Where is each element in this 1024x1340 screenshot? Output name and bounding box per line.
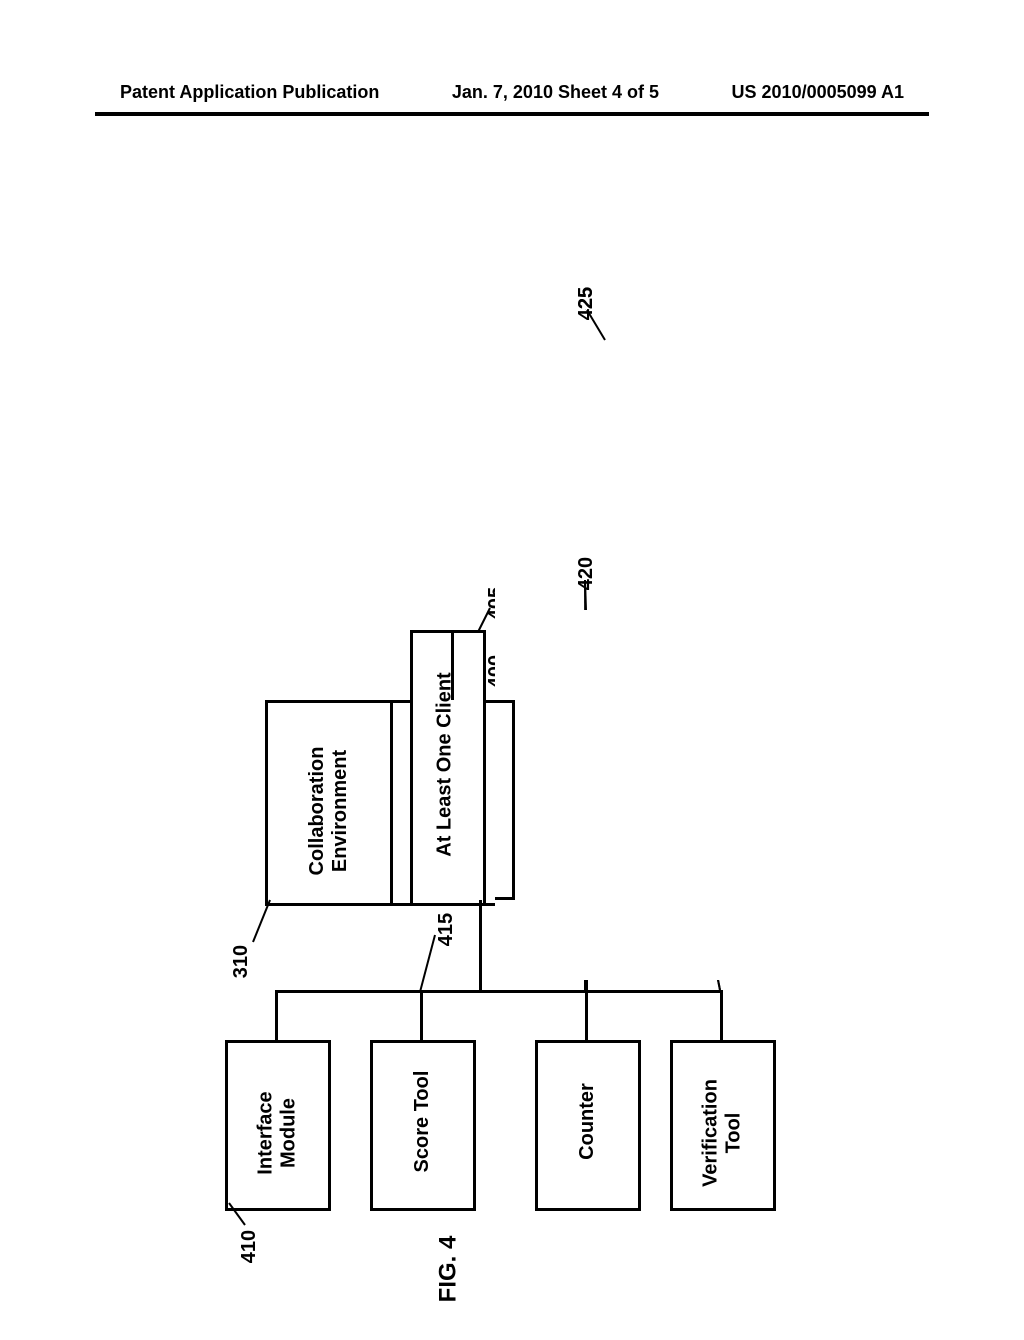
header-rule (95, 112, 929, 116)
page-root: Patent Application Publication Jan. 7, 2… (0, 0, 1024, 1320)
diagram-area: CollaborationEnvironment Agent At Least … (95, 140, 929, 1230)
header-right: US 2010/0005099 A1 (732, 82, 904, 103)
header-center: Jan. 7, 2010 Sheet 4 of 5 (452, 82, 659, 103)
header-row: Patent Application Publication Jan. 7, 2… (0, 82, 1024, 103)
leader-425-s (95, 140, 895, 1340)
header-left: Patent Application Publication (120, 82, 379, 103)
figure-label: FIG. 4 (434, 1236, 462, 1303)
